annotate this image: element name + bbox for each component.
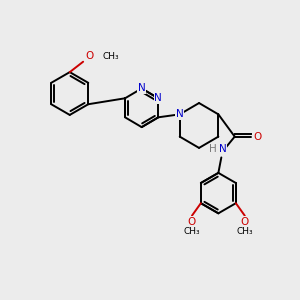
Text: H: H [208,144,216,154]
Text: O: O [188,217,196,226]
Text: CH₃: CH₃ [102,52,119,61]
Text: O: O [241,217,249,226]
Text: O: O [254,132,262,142]
Text: N: N [138,83,146,94]
Text: O: O [85,51,94,62]
Text: CH₃: CH₃ [236,226,253,236]
Text: N: N [154,93,162,103]
Text: CH₃: CH₃ [184,226,200,236]
Text: N: N [176,109,184,119]
Text: N: N [219,144,227,154]
